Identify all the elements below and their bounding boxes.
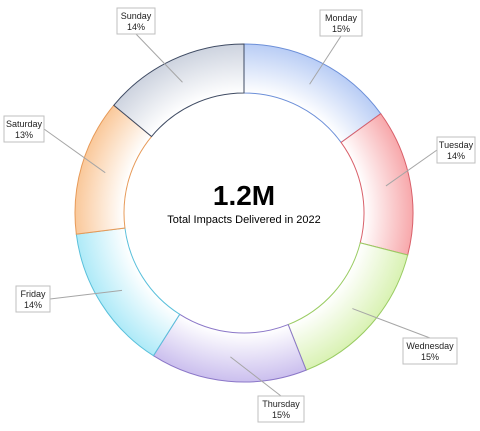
leader-line-sunday bbox=[135, 33, 183, 83]
slice-sunday bbox=[113, 43, 245, 138]
slice-value-saturday: 13% bbox=[15, 130, 33, 140]
slice-label-sunday: Sunday bbox=[121, 11, 152, 21]
label-box-monday bbox=[319, 9, 363, 37]
slice-value-monday: 15% bbox=[332, 24, 350, 34]
center-headline: 1.2M bbox=[213, 180, 275, 211]
slice-value-thursday: 15% bbox=[272, 410, 290, 420]
slice-monday bbox=[243, 43, 382, 144]
slice-friday bbox=[75, 227, 181, 357]
label-box-friday bbox=[15, 285, 51, 313]
center-caption: Total Impacts Delivered in 2022 bbox=[167, 214, 320, 226]
leader-line-friday bbox=[49, 289, 123, 300]
label-box-thursday bbox=[257, 395, 305, 423]
donut-slices bbox=[74, 43, 414, 383]
leader-line-thursday bbox=[230, 356, 282, 397]
slice-label-saturday: Saturday bbox=[6, 119, 43, 129]
label-box-saturday bbox=[3, 115, 45, 143]
slice-value-tuesday: 14% bbox=[447, 151, 465, 161]
slice-label-monday: Monday bbox=[325, 13, 358, 23]
label-box-wednesday bbox=[402, 337, 458, 365]
slice-value-friday: 14% bbox=[24, 300, 42, 310]
leader-line-monday bbox=[309, 35, 342, 85]
slice-thursday bbox=[152, 313, 307, 383]
label-box-tuesday bbox=[436, 136, 476, 164]
leader-line-wednesday bbox=[352, 308, 431, 339]
slice-tuesday bbox=[340, 112, 414, 256]
slice-label-tuesday: Tuesday bbox=[439, 140, 474, 150]
leader-line-saturday bbox=[43, 128, 106, 174]
slice-value-sunday: 14% bbox=[127, 22, 145, 32]
slice-value-wednesday: 15% bbox=[421, 352, 439, 362]
slice-label-wednesday: Wednesday bbox=[406, 341, 454, 351]
leader-line-tuesday bbox=[385, 149, 438, 187]
slice-label-friday: Friday bbox=[20, 289, 46, 299]
slice-wednesday bbox=[287, 242, 409, 371]
slice-labels: Monday15%Tuesday14%Wednesday15%Thursday1… bbox=[3, 7, 476, 423]
slice-label-thursday: Thursday bbox=[262, 399, 300, 409]
label-box-sunday bbox=[116, 7, 156, 35]
